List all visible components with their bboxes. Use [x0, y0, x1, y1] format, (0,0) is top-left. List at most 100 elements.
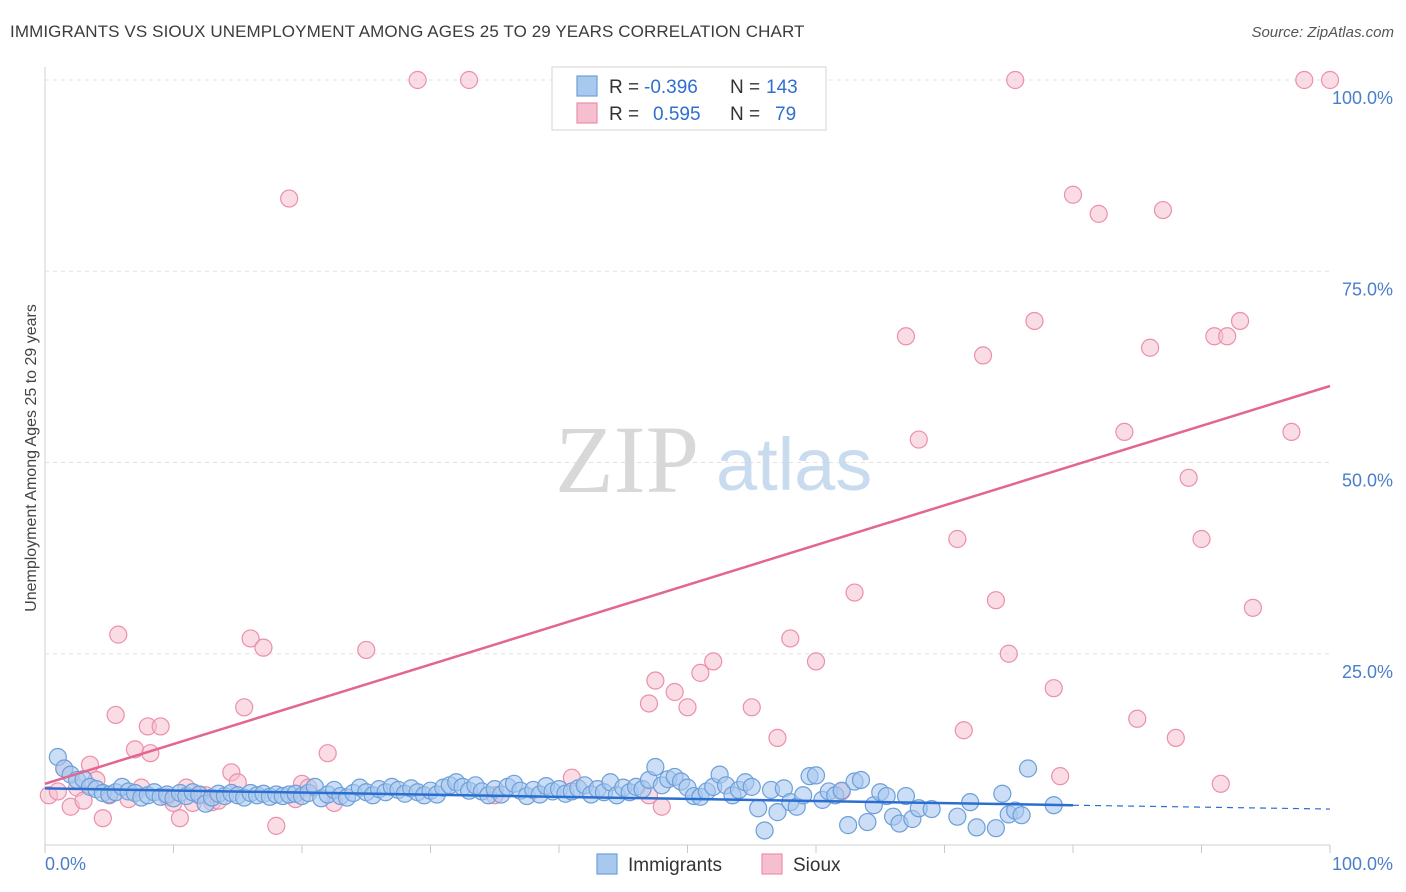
sioux-point [1243, 598, 1263, 617]
sioux-point [408, 70, 427, 90]
n-label-2: N = [730, 104, 760, 125]
legend-bottom-swatch-immigrants [596, 853, 618, 875]
n-label-1: N = [730, 77, 760, 98]
sioux-trend-line [44, 384, 1331, 785]
trend-lines [44, 384, 1331, 810]
source-label: Source: ZipAtlas.com [1251, 24, 1394, 41]
stats-legend: R = -0.396 N = 143 R = 0.595 N = 79 [551, 66, 827, 131]
immigrants-trend-extension [1072, 804, 1331, 810]
y-axis-label: Unemployment Among Ages 25 to 29 years [23, 304, 40, 612]
sioux-point [691, 663, 710, 682]
y-tick-label: 50.0% [1342, 471, 1393, 491]
series-legend: Immigrants Sioux [596, 853, 841, 876]
sioux-point [742, 698, 761, 717]
sioux-point [639, 694, 659, 713]
sioux-point [678, 698, 697, 717]
legend-swatch-sioux [576, 102, 598, 124]
chart-title: IMMIGRANTS VS SIOUX UNEMPLOYMENT AMONG A… [10, 22, 805, 41]
sioux-point [1282, 422, 1301, 441]
sioux-point [1230, 311, 1250, 331]
immigrants-point [961, 793, 980, 812]
immigrants-point [1012, 806, 1031, 825]
x-tick-label-min: 0.0% [45, 854, 86, 874]
sioux-point [1218, 327, 1237, 346]
sioux-point [1295, 70, 1314, 90]
sioux-point [768, 728, 787, 748]
sioux-point [1140, 338, 1160, 357]
watermark: ZIP atlas [555, 406, 872, 513]
y-tick-label: 75.0% [1342, 279, 1393, 299]
sioux-point [909, 430, 928, 449]
immigrants-point [768, 803, 787, 822]
immigrants-point [832, 781, 851, 800]
sioux-point [1006, 70, 1025, 90]
r-label-1: R = [609, 77, 639, 98]
sioux-point [652, 797, 671, 816]
y-tick-label: 25.0% [1342, 662, 1393, 682]
immigrants-point [877, 786, 896, 806]
y-tick-label: 100.0% [1332, 88, 1393, 108]
n-value-immigrants: 143 [766, 77, 798, 98]
sioux-point [781, 629, 800, 648]
sioux-point [1063, 185, 1083, 204]
sioux-points [39, 70, 1340, 835]
immigrants-point [755, 821, 774, 840]
axes [44, 67, 1331, 853]
sioux-point [1166, 728, 1185, 748]
sioux-point [1128, 709, 1147, 728]
sioux-point [896, 327, 916, 346]
grid [45, 79, 1330, 655]
sioux-point [106, 705, 125, 725]
immigrants-point [967, 818, 986, 837]
sioux-point [973, 346, 993, 365]
immigrants-point [993, 784, 1012, 803]
sioux-point [151, 717, 170, 736]
sioux-point [704, 652, 723, 671]
sioux-point [318, 744, 337, 763]
sioux-point [954, 721, 973, 740]
immigrants-point [839, 816, 858, 835]
immigrants-point [922, 799, 941, 819]
immigrants-point [646, 757, 665, 777]
sioux-point [986, 591, 1006, 610]
sioux-point [646, 671, 665, 690]
sioux-point [235, 698, 254, 717]
sioux-point [357, 640, 376, 660]
sioux-point [280, 189, 299, 208]
watermark-atlas: atlas [716, 423, 872, 506]
immigrants-point [749, 799, 768, 818]
tick-labels: 25.0% 50.0% 75.0% 100.0% 0.0% 100.0% [45, 88, 1393, 874]
sioux-point [999, 644, 1018, 663]
sioux-point [109, 625, 128, 644]
sioux-point [1044, 679, 1063, 698]
r-label-2: R = [609, 104, 639, 125]
sioux-point [1179, 468, 1198, 487]
immigrants-points [48, 747, 1063, 840]
r-value-sioux: 0.595 [653, 104, 701, 125]
immigrants-point [896, 786, 916, 806]
legend-bottom-sioux: Sioux [793, 855, 841, 876]
sioux-point [93, 809, 112, 828]
sioux-point [806, 652, 826, 671]
sioux-point [1025, 311, 1044, 331]
sioux-point [948, 529, 967, 549]
legend-swatch-immigrants [576, 75, 598, 97]
immigrants-point [858, 812, 877, 832]
sioux-point [1051, 767, 1070, 786]
legend-bottom-swatch-sioux [761, 853, 783, 875]
sioux-point [1115, 422, 1134, 441]
immigrants-point [986, 819, 1006, 838]
immigrants-point [948, 807, 967, 826]
sioux-point [1192, 529, 1211, 549]
x-tick-label-max: 100.0% [1332, 854, 1393, 874]
sioux-point [254, 638, 273, 657]
immigrants-point [1018, 759, 1038, 778]
sioux-point [1089, 204, 1108, 223]
sioux-point [1211, 774, 1230, 793]
sioux-point [170, 809, 190, 828]
n-value-sioux: 79 [775, 104, 796, 125]
sioux-point [48, 782, 67, 801]
sioux-point [241, 629, 260, 648]
immigrants-point [742, 777, 761, 796]
